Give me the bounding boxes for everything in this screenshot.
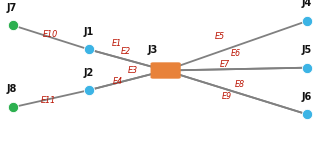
Text: J4: J4: [301, 0, 312, 8]
Point: [10, 106, 16, 108]
Point: [10, 24, 16, 27]
Text: E11: E11: [41, 96, 56, 105]
Text: E10: E10: [43, 30, 58, 39]
Text: J2: J2: [83, 68, 94, 78]
Text: E7: E7: [220, 60, 230, 69]
Text: J5: J5: [301, 45, 312, 55]
Text: J3: J3: [147, 45, 158, 55]
Text: E4: E4: [113, 77, 123, 86]
Point: [304, 67, 309, 69]
Text: J7: J7: [6, 3, 17, 13]
Text: J1: J1: [83, 27, 94, 37]
Text: E5: E5: [215, 32, 225, 41]
Text: E2: E2: [121, 47, 131, 56]
Text: E6: E6: [231, 49, 241, 58]
Text: J8: J8: [6, 84, 17, 94]
Text: E9: E9: [222, 92, 232, 101]
Point: [86, 48, 91, 50]
Text: J6: J6: [301, 92, 312, 102]
Text: E1: E1: [112, 38, 121, 48]
FancyBboxPatch shape: [151, 62, 181, 79]
Text: E8: E8: [235, 80, 244, 89]
Point: [304, 20, 309, 22]
Point: [304, 113, 309, 115]
Point: [86, 89, 91, 91]
Text: E3: E3: [128, 66, 138, 75]
